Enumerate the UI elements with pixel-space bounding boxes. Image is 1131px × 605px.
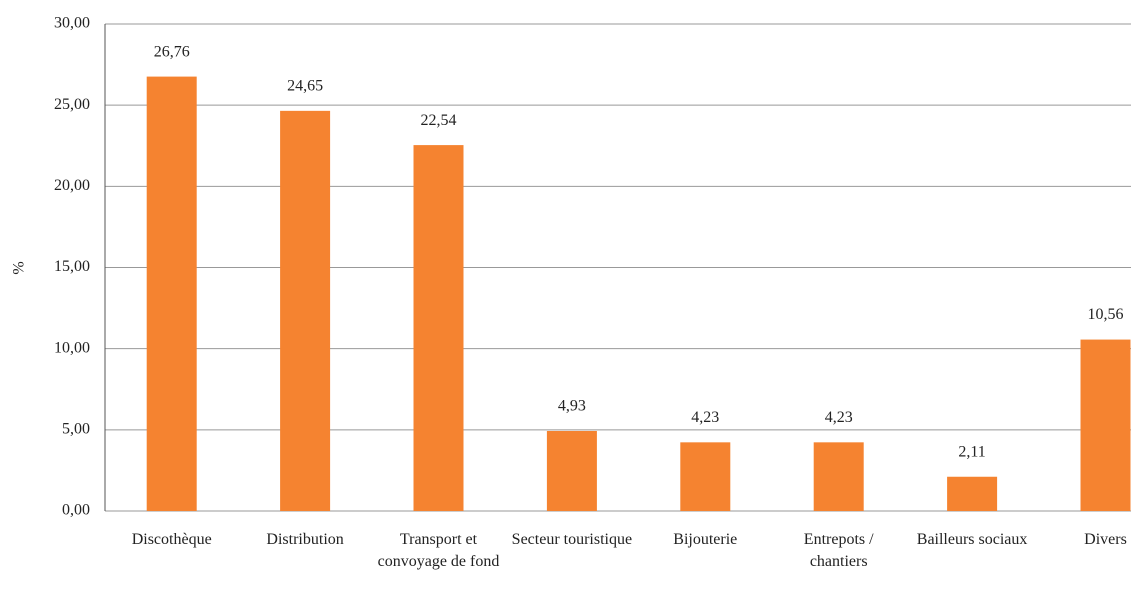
data-label: 24,65	[287, 78, 323, 95]
bar	[546, 430, 597, 511]
x-tick-label: Discothèque	[131, 531, 212, 548]
data-label: 4,93	[558, 398, 586, 415]
y-tick-label: 30,00	[54, 15, 90, 32]
y-tick-label: 10,00	[54, 339, 90, 356]
x-tick-label: Bailleurs sociaux	[916, 531, 1028, 548]
bar	[1080, 339, 1131, 511]
data-label: 2,11	[958, 443, 985, 460]
data-label: 4,23	[825, 409, 853, 426]
y-tick-label: 0,00	[62, 502, 90, 519]
bar	[680, 442, 731, 511]
x-tick-label: Entrepots / chantiers	[803, 531, 874, 570]
bar	[280, 110, 331, 512]
data-label: 4,23	[691, 409, 719, 426]
bar	[146, 76, 197, 511]
data-label: 10,56	[1088, 306, 1124, 323]
x-tick-label: Divers	[1084, 531, 1127, 548]
y-tick-label: 20,00	[54, 177, 90, 194]
x-tick-label: Secteur touristique	[511, 531, 633, 548]
data-label: 26,76	[154, 43, 190, 60]
y-tick-label: 25,00	[54, 96, 90, 113]
y-tick-label: 5,00	[62, 421, 90, 438]
x-tick-label: Transport et convoyage de fond	[377, 531, 500, 570]
data-label: 22,54	[421, 112, 457, 129]
y-tick-label: 15,00	[54, 258, 90, 275]
x-tick-label: Distribution	[266, 531, 344, 548]
bar	[947, 476, 998, 511]
y-axis-label: %	[11, 261, 28, 274]
bar	[413, 145, 464, 512]
x-tick-label: Bijouterie	[673, 531, 738, 548]
bar	[813, 442, 864, 511]
